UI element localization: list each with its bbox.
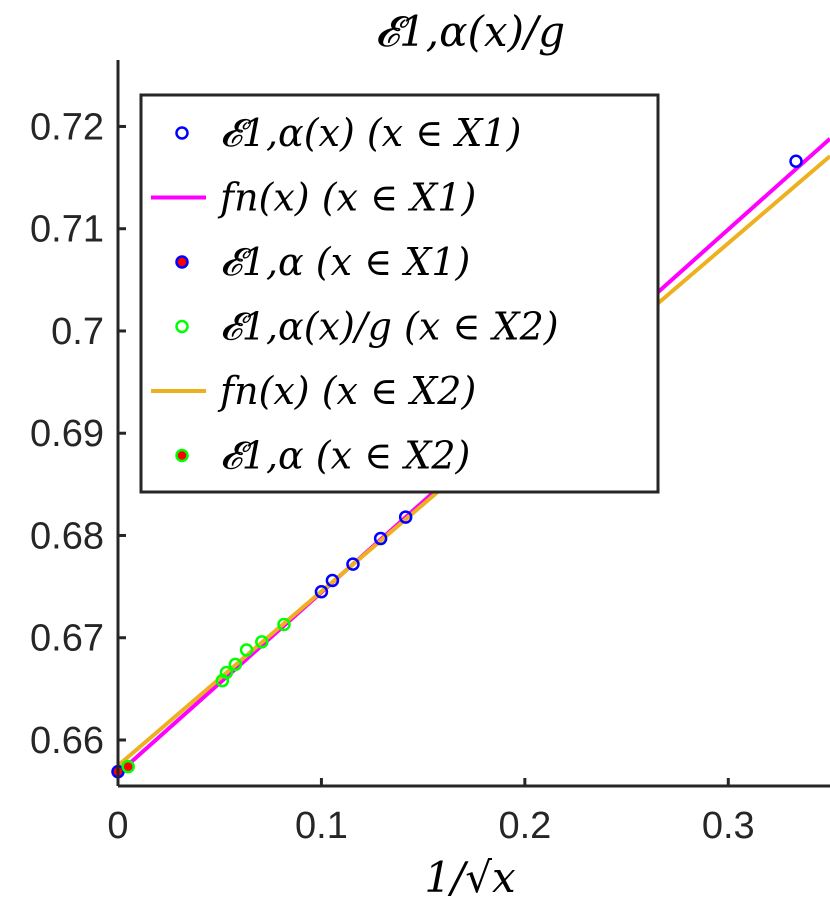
data-point: [398, 510, 413, 524]
legend-swatch-marker: [175, 448, 189, 463]
legend-entry-label: fn(x) (x ∈ X2): [217, 369, 476, 413]
legend-box: [139, 93, 660, 494]
data-point: [325, 573, 340, 588]
x-tick-label: 0.2: [498, 805, 551, 847]
x-tick-label: 0.1: [295, 805, 348, 847]
data-point: [373, 531, 388, 546]
chart-title: 𝓔1,α(x)/g: [375, 7, 565, 56]
y-tick-label: 0.67: [30, 618, 104, 660]
legend-entries: 𝓔1,α(x) (x ∈ X1) fn(x) (x ∈ X1) 𝓔1,α (x ∈ …: [151, 111, 559, 478]
y-tick-label: 0.66: [30, 720, 104, 762]
y-tick-label: 0.69: [30, 413, 104, 455]
y-tick-label: 0.68: [30, 515, 104, 557]
data-point: [228, 657, 243, 672]
legend-swatch-marker: [175, 319, 189, 334]
x-tick-label: 0.3: [702, 805, 755, 847]
legend-entry-label: 𝓔1,α(x)/g (x ∈ X2): [220, 305, 559, 349]
x-axis-ticks: 0 0.1 0.2 0.3: [107, 778, 755, 847]
y-tick-label: 0.7: [51, 311, 104, 353]
data-point: [789, 154, 803, 168]
legend: 𝓔1,α(x) (x ∈ X1) fn(x) (x ∈ X1) 𝓔1,α (x ∈ …: [139, 93, 660, 494]
y-tick-label: 0.71: [30, 209, 104, 251]
data-point: [255, 635, 269, 649]
y-axis-ticks: 0.66 0.67 0.68 0.69 0.7 0.71 0.72: [30, 106, 126, 762]
legend-entry-label: 𝓔1,α(x) (x ∈ X1): [220, 111, 521, 155]
data-point-filled: [121, 759, 135, 774]
data-point: [314, 584, 329, 599]
legend-swatch-marker: [175, 126, 189, 140]
x-axis-label: 1/√x: [424, 853, 516, 902]
legend-entry-label: 𝓔1,α (x ∈ X2): [220, 434, 470, 478]
data-point: [219, 665, 234, 680]
legend-swatch-marker: [175, 255, 189, 269]
x-tick-label: 0: [107, 805, 128, 847]
legend-entry-label: 𝓔1,α (x ∈ X1): [220, 240, 470, 284]
y-tick-label: 0.72: [30, 106, 104, 148]
legend-entry-label: fn(x) (x ∈ X1): [217, 176, 476, 220]
data-point: [277, 617, 291, 632]
data-point: [346, 557, 360, 571]
data-point: [239, 643, 254, 657]
